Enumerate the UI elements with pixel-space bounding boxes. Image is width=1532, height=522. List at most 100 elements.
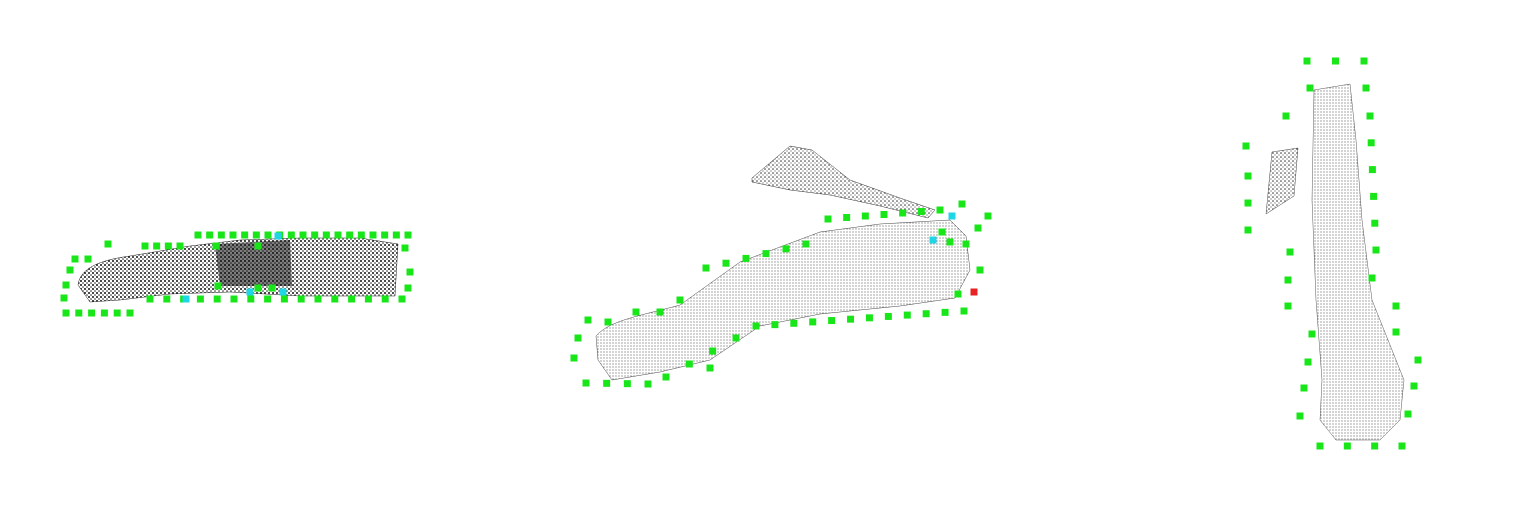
outline-marker <box>1370 192 1378 200</box>
outline-marker <box>604 318 612 326</box>
outline-marker <box>865 314 873 322</box>
outline-marker <box>1410 382 1418 390</box>
keypoint-marker <box>182 295 190 303</box>
outline-marker <box>1316 442 1324 450</box>
outline-marker <box>843 214 851 221</box>
outline-marker <box>1343 442 1351 450</box>
outline-marker <box>314 295 322 303</box>
outline-marker <box>66 266 74 274</box>
outline-marker <box>247 295 255 303</box>
outline-marker <box>922 310 930 318</box>
outline-marker <box>984 212 992 220</box>
outline-marker <box>141 242 149 250</box>
view-right-vertical-limb <box>1242 57 1422 450</box>
outline-marker <box>126 309 134 317</box>
outline-marker <box>1282 112 1290 120</box>
outline-marker <box>364 295 372 303</box>
keypoint-marker <box>929 236 937 244</box>
highlight-marker <box>970 288 978 296</box>
outline-marker <box>656 308 664 316</box>
outline-marker <box>1284 276 1292 284</box>
outline-marker <box>398 295 406 303</box>
outline-marker <box>938 228 946 236</box>
outline-marker <box>346 231 354 239</box>
outline-marker <box>212 242 220 250</box>
outline-marker <box>217 231 225 239</box>
outline-marker <box>62 309 70 317</box>
outline-marker <box>1244 172 1252 180</box>
outline-marker <box>84 255 92 263</box>
outline-marker <box>71 255 79 263</box>
outline-marker <box>254 284 262 292</box>
outline-marker <box>75 309 83 317</box>
outline-marker <box>334 231 342 239</box>
outline-marker <box>404 231 412 239</box>
outline-marker <box>954 290 962 298</box>
outline-marker <box>88 309 96 317</box>
outline-marker <box>706 364 714 372</box>
outline-marker <box>100 309 108 317</box>
outline-marker <box>392 231 400 239</box>
outline-marker <box>1242 142 1250 150</box>
keypoint-marker <box>948 212 956 220</box>
outline-marker <box>1366 112 1374 120</box>
outline-marker <box>1308 330 1316 338</box>
outline-marker <box>762 250 770 258</box>
keypoint-marker <box>279 288 287 296</box>
outline-marker <box>357 231 365 239</box>
outline-marker <box>311 231 319 239</box>
outline-marker <box>164 242 172 250</box>
outline-marker <box>809 318 817 326</box>
outline-marker <box>280 295 288 303</box>
outline-marker <box>685 360 693 368</box>
outline-marker <box>268 284 276 292</box>
outline-marker <box>264 231 272 239</box>
point-cloud-right-fragment <box>1265 147 1299 215</box>
outline-marker <box>936 206 944 214</box>
outline-marker <box>381 231 389 239</box>
outline-marker <box>1306 84 1314 92</box>
outline-marker <box>603 379 611 387</box>
outline-marker <box>702 264 710 272</box>
outline-marker <box>847 315 855 323</box>
outline-marker <box>264 295 272 303</box>
outline-marker <box>1304 358 1312 366</box>
outline-marker <box>1332 57 1339 65</box>
outline-marker <box>1284 302 1292 310</box>
view-left-horizontal-limb <box>60 231 414 317</box>
outline-marker <box>196 295 204 303</box>
outline-marker <box>962 240 970 248</box>
outline-marker <box>917 208 925 215</box>
outline-marker <box>1244 199 1252 207</box>
outline-marker <box>348 295 356 303</box>
point-cloud-center-upper <box>751 145 936 219</box>
outline-marker <box>709 347 717 355</box>
outline-marker <box>331 295 339 303</box>
view-center-bent-limb <box>570 145 992 388</box>
keypoint-marker <box>246 288 254 296</box>
outline-marker <box>771 321 779 329</box>
outline-marker <box>662 373 670 381</box>
outline-marker <box>163 295 171 303</box>
outline-marker <box>880 211 888 218</box>
outline-marker <box>287 231 295 239</box>
outline-marker <box>153 242 161 250</box>
outline-marker <box>574 334 582 342</box>
outline-marker <box>1296 412 1304 420</box>
outline-marker <box>322 231 330 239</box>
outline-marker <box>1286 248 1294 256</box>
outline-marker <box>401 244 409 252</box>
outline-marker <box>1414 356 1422 364</box>
outline-marker <box>742 254 750 262</box>
outline-marker <box>782 245 790 253</box>
outline-marker <box>254 242 262 250</box>
outline-marker <box>404 284 412 292</box>
outline-marker <box>104 240 112 248</box>
point-cloud-left-dense <box>215 240 292 286</box>
outline-marker <box>1372 246 1380 254</box>
point-cloud-center-lower <box>595 219 971 381</box>
outline-marker <box>1371 442 1379 450</box>
outline-marker <box>732 334 740 342</box>
outline-marker <box>946 238 954 246</box>
